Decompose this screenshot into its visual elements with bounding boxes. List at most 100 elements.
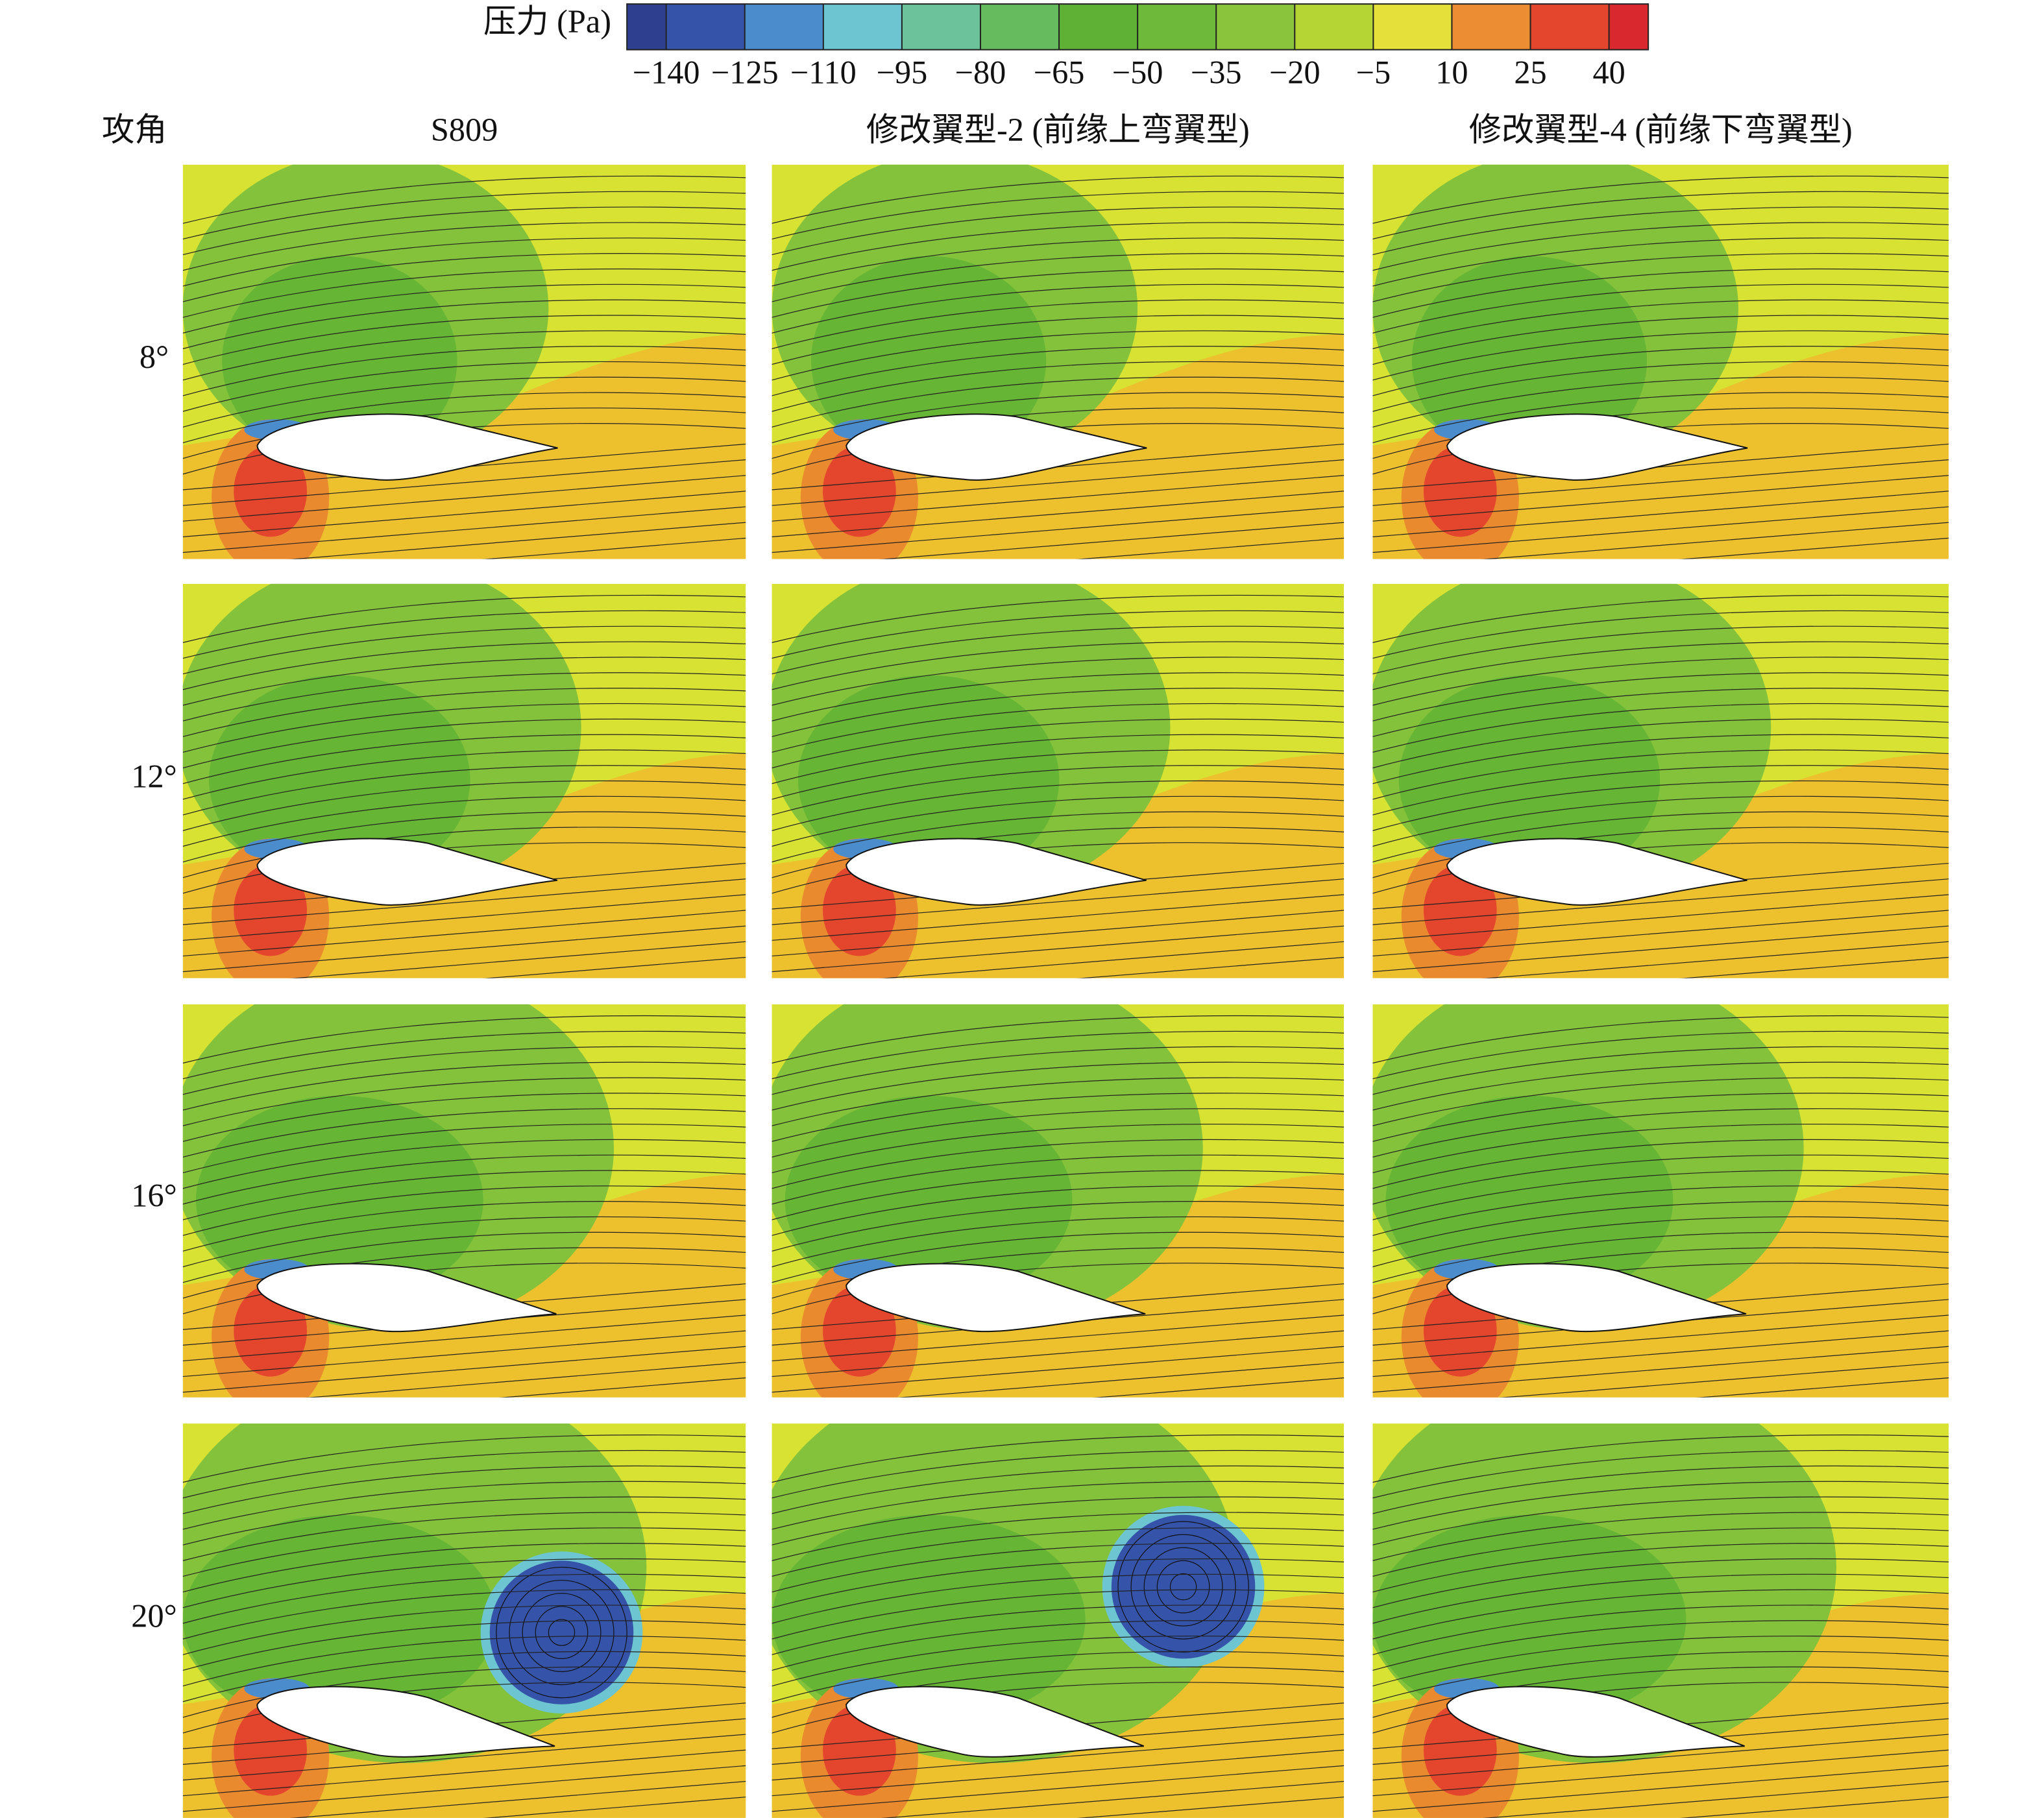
streamline xyxy=(182,1435,746,1483)
streamline xyxy=(1372,780,1949,831)
streamline xyxy=(1372,222,1949,271)
streamline xyxy=(182,1496,746,1545)
streamline xyxy=(1372,284,1949,333)
airfoil xyxy=(846,1263,1146,1333)
streamline xyxy=(772,811,1344,863)
streamline xyxy=(772,827,1344,879)
streamline xyxy=(772,1247,1344,1299)
streamline xyxy=(772,1605,1344,1655)
vortex-line xyxy=(548,1619,576,1646)
streamline xyxy=(1372,687,1949,737)
streamline xyxy=(1070,1797,1344,1818)
streamline xyxy=(1372,594,1949,643)
field-suction-core xyxy=(1411,256,1648,465)
streamline xyxy=(772,1263,1344,1315)
streamline xyxy=(772,780,1344,831)
vortex-line xyxy=(509,1579,614,1686)
streamline xyxy=(1372,1589,1949,1640)
colorbar-tick-label: −5 xyxy=(1356,54,1391,90)
streamline xyxy=(772,1449,1344,1499)
streamline xyxy=(1372,734,1949,784)
streamline xyxy=(182,1231,746,1283)
streamline xyxy=(1372,1247,1949,1299)
streamline xyxy=(1372,625,1949,675)
streamline xyxy=(182,1201,746,1252)
streamline xyxy=(772,657,1344,706)
streamline xyxy=(1372,1077,1949,1126)
streamline xyxy=(1372,268,1949,318)
panel-body xyxy=(182,583,746,978)
streamline xyxy=(772,687,1344,737)
vortex xyxy=(1111,1514,1256,1659)
streamline xyxy=(1372,191,1949,240)
streamline xyxy=(1070,537,1344,559)
streamline xyxy=(182,1573,746,1624)
streamline xyxy=(182,641,746,690)
streamline xyxy=(772,1496,1344,1545)
streamline xyxy=(182,1061,746,1111)
streamline xyxy=(182,811,746,863)
streamline xyxy=(1372,1216,1949,1268)
streamline xyxy=(772,1185,1344,1236)
streamline xyxy=(772,1558,1344,1608)
streamline xyxy=(1372,346,1949,396)
contour-panel xyxy=(772,1424,1344,1818)
streamline xyxy=(182,610,746,659)
streamline xyxy=(772,765,1344,816)
streamline xyxy=(772,392,1344,444)
streamline xyxy=(182,1605,746,1655)
colorbar-tick-label: −95 xyxy=(877,54,928,90)
streamline xyxy=(1372,1605,1949,1655)
streamline xyxy=(1372,392,1949,444)
streamline xyxy=(772,641,1344,690)
streamline xyxy=(1372,376,1949,428)
colorbar-band xyxy=(666,4,745,50)
streamline xyxy=(1372,672,1949,721)
streamline xyxy=(1372,827,1949,879)
streamline xyxy=(772,1620,1344,1671)
streamline xyxy=(182,765,746,816)
streamline xyxy=(772,315,1344,365)
streamline xyxy=(772,1123,1344,1174)
streamline xyxy=(1372,718,1949,769)
panel-body xyxy=(1372,1004,1949,1398)
streamline xyxy=(1372,1573,1949,1624)
streamline xyxy=(772,284,1344,333)
streamline xyxy=(182,1651,746,1703)
contour-panel xyxy=(1372,164,1949,559)
streamline xyxy=(772,330,1344,381)
airfoil xyxy=(846,1686,1145,1758)
streamline xyxy=(772,191,1344,240)
streamline xyxy=(1672,956,1949,978)
streamline xyxy=(1070,956,1344,978)
colorbar-band xyxy=(1059,4,1138,50)
streamline xyxy=(1372,1666,1949,1718)
streamline xyxy=(772,718,1344,769)
streamline xyxy=(1372,1651,1949,1703)
streamline xyxy=(772,237,1344,287)
vortex-line xyxy=(535,1606,589,1659)
streamline xyxy=(1372,206,1949,256)
colorbar-title: 压力 (Pa) xyxy=(483,3,611,40)
colorbar-band xyxy=(627,4,666,50)
colorbar-band xyxy=(1373,4,1452,50)
streamline xyxy=(1372,237,1949,287)
field-suction-core xyxy=(1372,1514,1686,1724)
streamline xyxy=(182,1123,746,1174)
field-stagnation-core xyxy=(234,445,308,537)
streamline xyxy=(1372,1635,1949,1687)
streamline xyxy=(182,672,746,721)
streamline xyxy=(1372,1435,1949,1483)
streamline xyxy=(772,1170,1344,1220)
streamline xyxy=(772,672,1344,721)
column-header: 修改翼型-4 (前缘下弯翼型) xyxy=(1469,112,1853,148)
streamline xyxy=(772,1061,1344,1111)
streamline xyxy=(1372,1154,1949,1205)
streamline xyxy=(1372,253,1949,302)
streamline xyxy=(1372,1108,1949,1158)
colorbar-tick-label: −80 xyxy=(955,54,1006,90)
streamline xyxy=(772,175,1344,224)
panels xyxy=(182,164,1949,1818)
field-suction-core xyxy=(209,675,470,884)
streamline xyxy=(182,1030,746,1080)
